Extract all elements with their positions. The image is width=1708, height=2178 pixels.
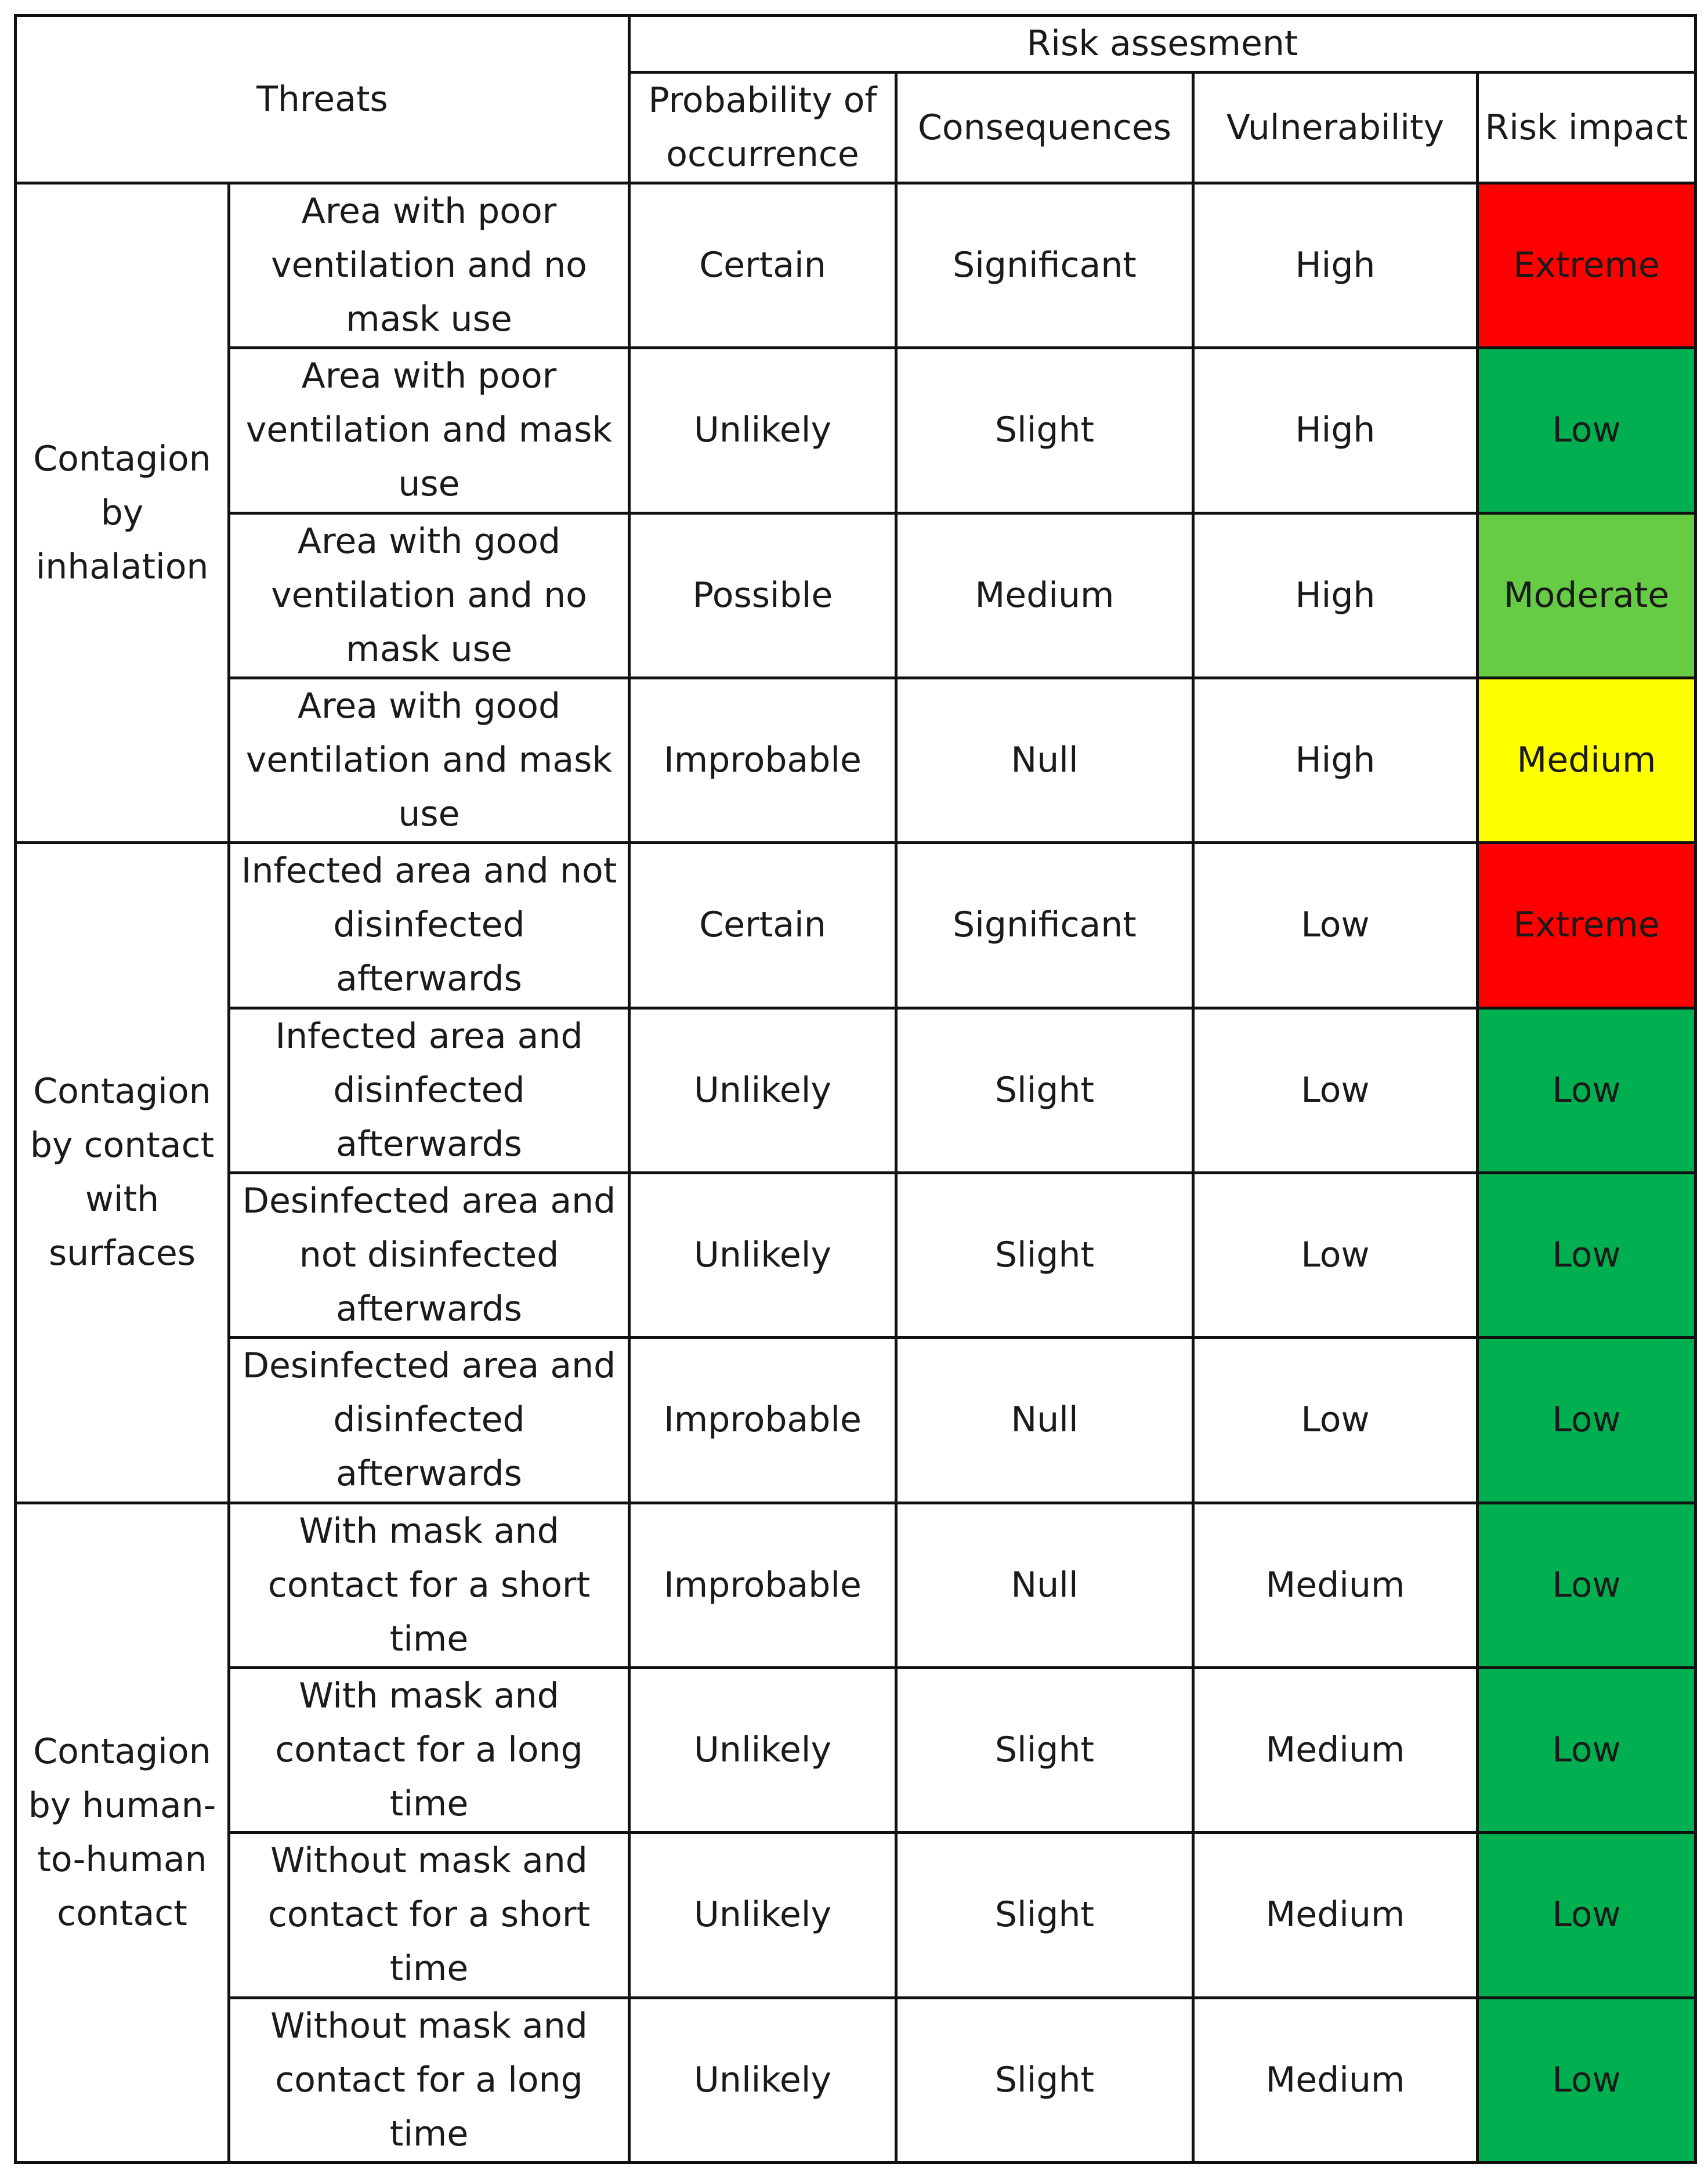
consequences-cell: Medium [895,511,1195,679]
risk-impact-cell: Low [1476,1501,1697,1669]
vulnerability-cell: High [1192,346,1479,515]
probability-cell: Certain [628,181,898,350]
consequences-cell: Significant [895,841,1195,1010]
vulnerability-header: Vulnerability [1192,71,1479,184]
consequences-cell: Slight [895,1666,1195,1835]
risk-impact-cell: Low [1476,1006,1697,1174]
threat-cell: Area with good ventilation and mask use [227,676,631,845]
vulnerability-cell: Medium [1192,1666,1479,1835]
threat-cell: Without mask and contact for a short tim… [227,1831,631,1999]
vulnerability-cell: Low [1192,841,1479,1010]
risk-impact-cell: Extreme [1476,841,1697,1010]
header-row-top: Threats Risk assesment [14,14,1697,184]
threat-cell: Area with good ventilation and no mask u… [227,511,631,679]
consequences-cell: Null [895,1336,1195,1504]
threat-cell: Infected area and not disinfected afterw… [227,841,631,1010]
vulnerability-cell: Medium [1192,1831,1479,1999]
probability-cell: Certain [628,841,898,1010]
table-row: Area with poor ventilation and mask use U… [16,346,1697,515]
probability-cell: Unlikely [628,1171,898,1340]
consequences-cell: Slight [895,346,1195,515]
threat-cell: Area with poor ventilation and no mask u… [227,181,631,350]
vulnerability-cell: Medium [1192,1501,1479,1669]
table-row: Area with good ventilation and mask use I… [16,676,1697,845]
consequences-cell: Slight [895,1171,1195,1340]
consequences-cell: Slight [895,1831,1195,1999]
threats-header: Threats [14,14,631,184]
threat-cell: With mask and contact for a long time [227,1666,631,1835]
risk-impact-cell: Low [1476,1666,1697,1835]
threat-group-cell: Contagion by contact with surfaces [14,841,230,1504]
risk-impact-cell: Low [1476,1831,1697,1999]
table-row: Desinfected area and disinfected afterwa… [16,1336,1697,1504]
table-row: Infected area and disinfected afterwards… [16,1006,1697,1174]
threat-group-cell: Contagion by inhalation [14,181,230,845]
table-row: Contagion by inhalation Area with poor ve… [14,181,1697,845]
probability-cell: Improbable [628,1336,898,1504]
consequences-header: Consequences [895,71,1195,184]
risk-impact-cell: Low [1476,1171,1697,1340]
risk-impact-cell: Low [1476,1996,1697,2165]
risk-impact-cell: Medium [1476,676,1697,845]
probability-cell: Improbable [628,1501,898,1669]
probability-cell: Possible [628,511,898,679]
table-row: Contagion by contact with surfaces Infect… [14,841,1697,1504]
consequences-cell: Slight [895,1996,1195,2165]
consequences-cell: Null [895,676,1195,845]
vulnerability-cell: High [1192,181,1479,350]
risk-impact-header: Risk impact [1476,71,1697,184]
threat-cell: With mask and contact for a short time [227,1501,631,1669]
threat-cell: Desinfected area and not disinfected aft… [227,1171,631,1340]
table-row: Without mask and contact for a short tim… [16,1831,1697,1999]
table-row: Desinfected area and not disinfected aft… [16,1171,1697,1340]
table-header: Threats Risk assesment Probability of oc… [14,14,1697,184]
header-row-columns: Probability of occurrence Consequences V… [16,71,1697,184]
vulnerability-cell: Low [1192,1006,1479,1174]
threat-cell: Area with poor ventilation and mask use [227,346,631,515]
risk-impact-cell: Extreme [1476,181,1697,350]
threat-cell: Infected area and disinfected afterwards [227,1006,631,1174]
probability-cell: Unlikely [628,1006,898,1174]
risk-impact-cell: Low [1476,1336,1697,1504]
vulnerability-cell: Low [1192,1171,1479,1340]
threat-group-cell: Contagion by human-to-human contact [14,1501,230,2165]
vulnerability-cell: Low [1192,1336,1479,1504]
consequences-cell: Slight [895,1006,1195,1174]
consequences-cell: Null [895,1501,1195,1669]
risk-assessment-table: Threats Risk assesment Probability of oc… [14,14,1697,2165]
threat-cell: Without mask and contact for a long time [227,1996,631,2165]
vulnerability-cell: High [1192,511,1479,679]
table-body: Contagion by inhalation Area with poor ve… [14,181,1697,2165]
table-row: With mask and contact for a long time Unl… [16,1666,1697,1835]
risk-assessment-header: Risk assesment [628,14,1697,74]
probability-cell: Unlikely [628,1831,898,1999]
risk-impact-cell: Low [1476,346,1697,515]
vulnerability-cell: Medium [1192,1996,1479,2165]
probability-cell: Improbable [628,676,898,845]
threat-cell: Desinfected area and disinfected afterwa… [227,1336,631,1504]
risk-impact-cell: Moderate [1476,511,1697,679]
probability-cell: Unlikely [628,1666,898,1835]
table-row: Area with good ventilation and no mask u… [16,511,1697,679]
probability-header: Probability of occurrence [628,71,898,184]
vulnerability-cell: High [1192,676,1479,845]
probability-cell: Unlikely [628,1996,898,2165]
probability-cell: Unlikely [628,346,898,515]
consequences-cell: Significant [895,181,1195,350]
table-row: Without mask and contact for a long time… [16,1996,1697,2165]
table-row: Contagion by human-to-human contact With … [14,1501,1697,2165]
